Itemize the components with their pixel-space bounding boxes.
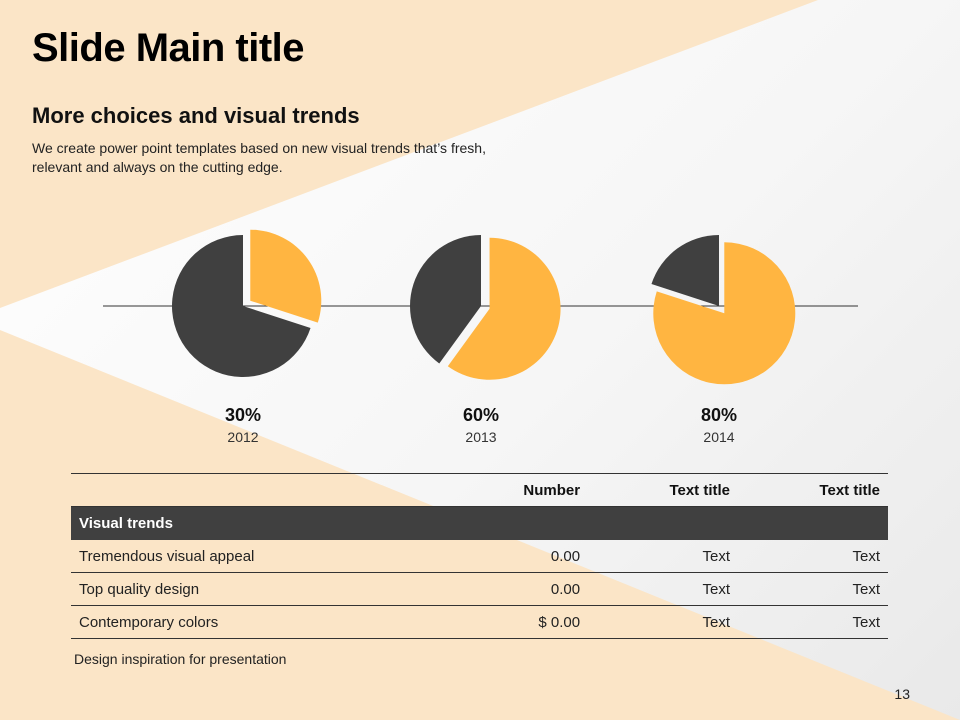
pie-category-label: 2012 bbox=[227, 429, 259, 445]
pie-category-label: 2013 bbox=[465, 429, 497, 445]
table-section-label: Visual trends bbox=[71, 506, 888, 540]
pie-category-label: 2014 bbox=[703, 429, 735, 445]
pie-value-label: 30% bbox=[224, 405, 262, 425]
pie-slice-value bbox=[250, 229, 322, 323]
pie-slice-value bbox=[447, 237, 561, 380]
table-cell: Text bbox=[738, 572, 888, 606]
table-row: Top quality design 0.00 Text Text bbox=[71, 572, 888, 606]
table-header-cell bbox=[71, 473, 446, 507]
pie-slice-remainder bbox=[410, 235, 481, 364]
table-cell: Text bbox=[588, 605, 739, 639]
pie-slice-remainder bbox=[651, 235, 719, 306]
data-table: Number Text title Text title Visual tren… bbox=[71, 473, 888, 639]
table-cell: 0.00 bbox=[445, 539, 589, 573]
table-cell: Text bbox=[738, 539, 888, 573]
slide-description: We create power point templates based on… bbox=[32, 140, 486, 175]
table-header-row: Number Text title Text title bbox=[71, 473, 888, 507]
table-header-cell: Number bbox=[445, 473, 589, 507]
table-cell: Contemporary colors bbox=[71, 605, 446, 639]
table-cell: Text bbox=[588, 572, 739, 606]
background-shape-top bbox=[0, 0, 818, 308]
slide-footnote: Design inspiration for presentation bbox=[74, 651, 287, 667]
table-cell: Tremendous visual appeal bbox=[71, 539, 446, 573]
table-cell: 0.00 bbox=[445, 572, 589, 606]
pie-value-label: 80% bbox=[700, 405, 738, 425]
pie-caption-3: 80% 2014 bbox=[659, 404, 779, 446]
table-header-cell: Text title bbox=[588, 473, 739, 507]
table-cell: Text bbox=[588, 539, 739, 573]
page-number: 13 bbox=[894, 686, 910, 702]
table-row: Contemporary colors $ 0.00 Text Text bbox=[71, 605, 888, 639]
pie-caption-2: 60% 2013 bbox=[421, 404, 541, 446]
pie-slice-value bbox=[653, 242, 796, 385]
pie-caption-1: 30% 2012 bbox=[183, 404, 303, 446]
table-header-cell: Text title bbox=[738, 473, 888, 507]
slide-subtitle: More choices and visual trends bbox=[32, 103, 360, 128]
table-section-row: Visual trends bbox=[71, 506, 888, 540]
table-cell: Text bbox=[738, 605, 888, 639]
pie-value-label: 60% bbox=[462, 405, 500, 425]
table-cell: Top quality design bbox=[71, 572, 446, 606]
pie-slice-remainder bbox=[172, 235, 311, 377]
slide-title: Slide Main title bbox=[32, 26, 305, 70]
table-row: Tremendous visual appeal 0.00 Text Text bbox=[71, 539, 888, 573]
table-cell: $ 0.00 bbox=[445, 605, 589, 639]
pie-charts bbox=[103, 229, 858, 385]
